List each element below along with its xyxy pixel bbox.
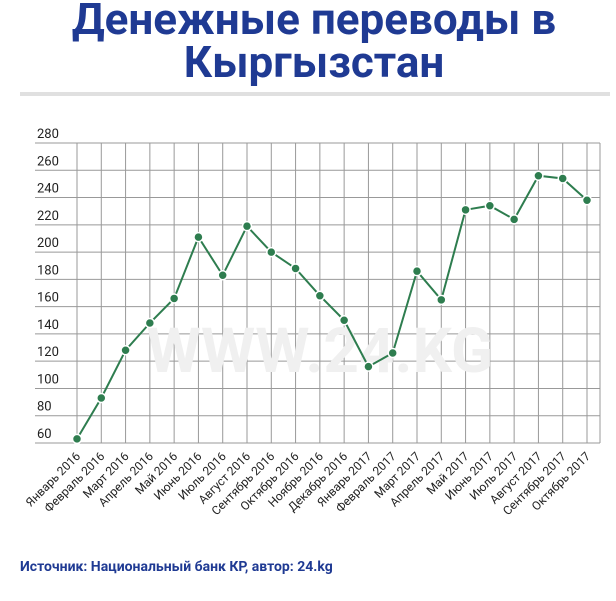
point xyxy=(314,290,326,301)
y-tick-label: 100 xyxy=(37,372,59,387)
point xyxy=(266,246,277,258)
point xyxy=(193,231,204,243)
y-tick-label: 120 xyxy=(37,345,59,360)
point xyxy=(533,170,544,181)
point xyxy=(217,270,228,281)
point xyxy=(71,433,83,445)
point xyxy=(120,345,131,356)
point xyxy=(144,317,156,329)
point xyxy=(581,195,593,206)
point xyxy=(168,293,180,304)
point xyxy=(484,200,496,211)
point xyxy=(411,265,423,277)
y-tick-label: 60 xyxy=(37,427,52,442)
y-tick-label: 260 xyxy=(37,154,59,169)
divider xyxy=(20,92,610,96)
y-tick-label: 80 xyxy=(37,400,52,415)
point xyxy=(508,214,520,225)
watermark: WWW.24.KG xyxy=(147,315,493,388)
y-tick-label: 140 xyxy=(37,318,59,333)
y-tick-label: 240 xyxy=(37,182,59,197)
point xyxy=(241,220,253,232)
y-tick-label: 200 xyxy=(37,236,59,251)
point xyxy=(387,347,398,359)
point xyxy=(460,204,471,216)
point xyxy=(96,392,107,404)
y-tick-label: 180 xyxy=(37,263,59,278)
chart-title: Кыргызстан xyxy=(184,36,445,88)
point xyxy=(436,294,447,306)
source: Источник: Национальный банк КР, автор: 2… xyxy=(20,559,333,575)
y-tick-label: 280 xyxy=(37,127,59,142)
line xyxy=(76,174,588,440)
chart-title: Денежные переводы в xyxy=(72,0,556,45)
y-tick-label: 160 xyxy=(37,291,59,306)
y-tick-label: 220 xyxy=(37,209,59,224)
point xyxy=(363,361,374,372)
point xyxy=(338,315,350,326)
point xyxy=(290,263,301,274)
point xyxy=(557,173,568,184)
